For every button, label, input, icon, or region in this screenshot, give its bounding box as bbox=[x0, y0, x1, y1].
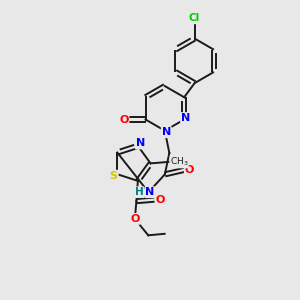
Text: Cl: Cl bbox=[189, 13, 200, 23]
Text: N: N bbox=[146, 187, 154, 197]
Text: O: O bbox=[119, 115, 128, 124]
Text: O: O bbox=[130, 214, 140, 224]
Text: CH$_3$: CH$_3$ bbox=[170, 156, 188, 168]
Text: O: O bbox=[185, 165, 194, 175]
Text: H: H bbox=[135, 187, 143, 197]
Text: N: N bbox=[136, 139, 145, 148]
Text: O: O bbox=[155, 195, 165, 205]
Text: N: N bbox=[181, 113, 190, 123]
Text: N: N bbox=[162, 127, 171, 137]
Text: S: S bbox=[110, 171, 118, 181]
